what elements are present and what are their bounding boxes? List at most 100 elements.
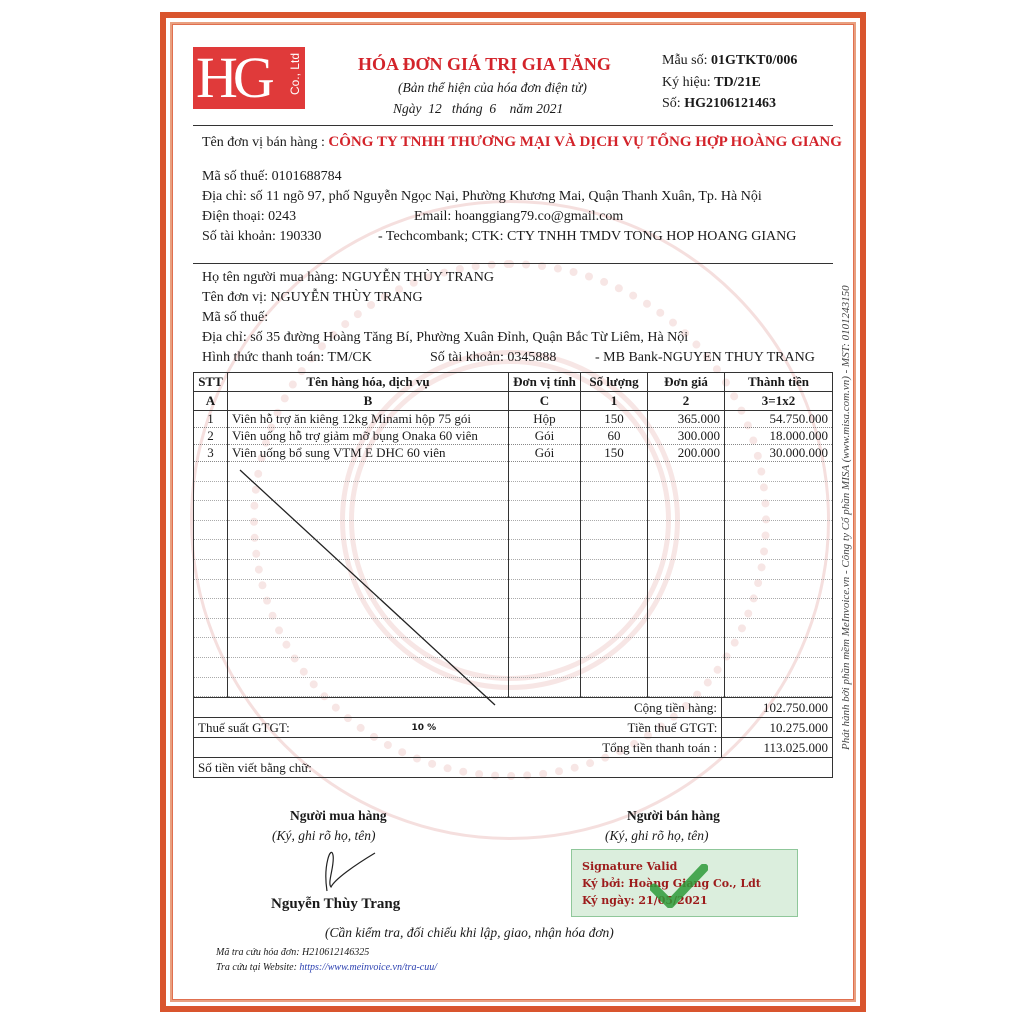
empty-cell <box>508 461 581 482</box>
empty-cell <box>227 637 509 658</box>
amount-in-words-label: Số tiền viết bằng chữ: <box>193 757 833 779</box>
cell: 150 <box>580 410 648 428</box>
empty-row <box>193 677 833 698</box>
empty-cell <box>580 481 648 502</box>
empty-cell <box>193 618 228 639</box>
company-logo: HG Co., Ltd <box>193 47 305 109</box>
vat-rate: 10 % <box>303 717 624 739</box>
empty-cell <box>508 677 581 698</box>
empty-cell <box>580 677 648 698</box>
vat-row: Thuế suất GTGT: 10 % Tiền thuế GTGT: 10.275… <box>193 717 833 739</box>
digital-signature-stamp: Signature Valid Ký bởi: Hoàng Giang Co.,… <box>571 849 798 917</box>
empty-cell <box>724 598 833 619</box>
col-qty: Số lượng <box>580 372 648 392</box>
buyer-signature-title: Người mua hàng <box>290 808 387 823</box>
empty-cell <box>580 579 648 600</box>
col-price: Đơn giá <box>647 372 725 392</box>
empty-row <box>193 500 833 521</box>
empty-cell <box>647 657 725 678</box>
table-row: 2 Viên uống hỗ trợ giảm mỡ bụng Onaka 60 … <box>193 427 833 445</box>
empty-cell <box>193 520 228 541</box>
empty-cell <box>508 657 581 678</box>
empty-row <box>193 637 833 658</box>
cell: 150 <box>580 444 648 462</box>
logo-letters: HG <box>196 47 275 109</box>
table-row: 3 Viên uống bổ sung VTM E DHC 60 viên Gói 1… <box>193 444 833 462</box>
footer-note: (Cần kiểm tra, đối chiếu khi lập, giao, … <box>325 925 614 940</box>
vat-value: 10.275.000 <box>721 717 833 739</box>
seller-tax: Mã số thuế: 0101688784 <box>202 169 342 184</box>
invoice-subtitle: (Bản thể hiện của hóa đơn điện tử) <box>398 80 587 95</box>
buyer-address: Địa chỉ: số 35 đường Hoàng Tăng Bí, Phườ… <box>202 330 689 345</box>
empty-cell <box>193 657 228 678</box>
empty-cell <box>580 520 648 541</box>
col-unit: Đơn vị tính <box>508 372 581 392</box>
code: C <box>508 391 581 411</box>
empty-row <box>193 520 833 541</box>
items-table: STT Tên hàng hóa, dịch vụ Đơn vị tính Số lư… <box>193 372 833 698</box>
empty-cell <box>647 559 725 580</box>
seller-phone: Điện thoại: 0243 <box>202 209 297 224</box>
empty-cell <box>647 637 725 658</box>
empty-cell <box>724 539 833 560</box>
publisher-side-text: Phát hành bởi phần mềm MeInvoice.vn - Cô… <box>840 285 852 750</box>
empty-cell <box>647 539 725 560</box>
totals-table: Cộng tiền hàng: 102.750.000 Thuế suất GTG… <box>192 697 833 779</box>
vat-rate-label: Thuế suất GTGT: <box>193 717 304 739</box>
code: B <box>227 391 509 411</box>
cell: 1 <box>193 410 228 428</box>
cell: 60 <box>580 427 648 445</box>
empty-cell <box>193 677 228 698</box>
buyer-payment: Hình thức thanh toán: TM/CK <box>202 350 372 365</box>
empty-row <box>193 461 833 482</box>
empty-cell <box>193 500 228 521</box>
buyer-account-bank: - MB Bank-NGUYEN THUY TRANG <box>595 350 815 365</box>
cell: Gói <box>508 444 581 462</box>
empty-row <box>193 539 833 560</box>
empty-cell <box>508 539 581 560</box>
cell: Viên hỗ trợ ăn kiêng 12kg Minami hộp 75 … <box>227 410 509 428</box>
empty-cell <box>227 598 509 619</box>
buyer-signature-note: (Ký, ghi rõ họ, tên) <box>272 828 376 843</box>
logo-suffix: Co., Ltd <box>288 53 302 96</box>
seller-address: Địa chỉ: số 11 ngõ 97, phố Nguyễn Ngọc N… <box>202 189 762 204</box>
ornamental-border <box>160 12 866 1012</box>
empty-cell <box>508 618 581 639</box>
empty-cell <box>193 559 228 580</box>
empty-cell <box>227 520 509 541</box>
cell: 18.000.000 <box>724 427 833 445</box>
cell: 2 <box>193 427 228 445</box>
buyer-signature-name: Nguyễn Thùy Trang <box>271 896 401 912</box>
empty-cell <box>193 637 228 658</box>
cell: 300.000 <box>647 427 725 445</box>
total-label: Tổng tiền thanh toán : <box>192 737 723 759</box>
code: A <box>193 391 228 411</box>
col-name: Tên hàng hóa, dịch vụ <box>227 372 509 392</box>
col-amount: Thành tiền <box>724 372 833 392</box>
empty-row <box>193 481 833 502</box>
code: 3=1x2 <box>724 391 833 411</box>
empty-cell <box>724 637 833 658</box>
cell: Gói <box>508 427 581 445</box>
empty-cell <box>508 637 581 658</box>
empty-cell <box>724 657 833 678</box>
code: 2 <box>647 391 725 411</box>
cell: Viên uống bổ sung VTM E DHC 60 viên <box>227 444 509 462</box>
empty-cell <box>647 500 725 521</box>
empty-cell <box>508 520 581 541</box>
buyer-name: Họ tên người mua hàng: NGUYỄN THÙY TRANG <box>202 270 494 285</box>
empty-cell <box>508 481 581 502</box>
table-codes: A B C 1 2 3=1x2 <box>193 391 833 411</box>
empty-cell <box>227 461 509 482</box>
empty-cell <box>724 618 833 639</box>
empty-cell <box>508 598 581 619</box>
empty-cell <box>647 520 725 541</box>
cell: 3 <box>193 444 228 462</box>
lookup-url-link[interactable]: https://www.meinvoice.vn/tra-cuu/ <box>299 962 437 973</box>
divider <box>193 263 833 264</box>
empty-row <box>193 579 833 600</box>
table-header: STT Tên hàng hóa, dịch vụ Đơn vị tính Số lư… <box>193 372 833 392</box>
divider <box>193 125 833 126</box>
empty-cell <box>724 559 833 580</box>
table-row: 1 Viên hỗ trợ ăn kiêng 12kg Minami hộp 75… <box>193 410 833 428</box>
